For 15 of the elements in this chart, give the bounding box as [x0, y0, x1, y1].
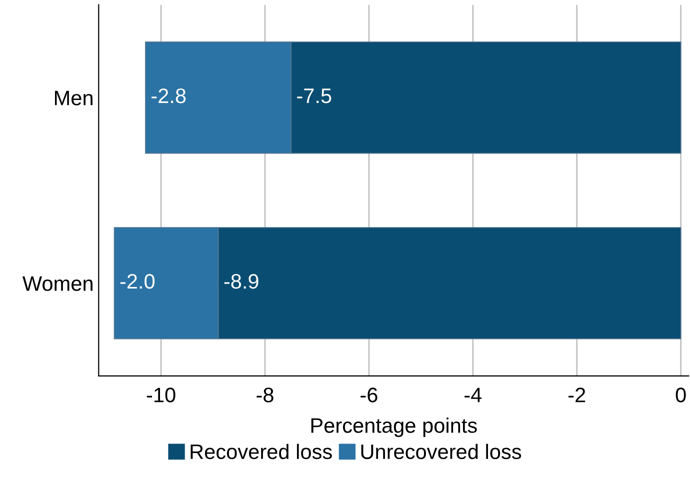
x-tick-label: 0 [676, 388, 686, 402]
x-tick-label: -10 [146, 388, 176, 402]
x-tick-label: -6 [360, 388, 378, 402]
data-label: -7.5 [297, 88, 332, 104]
data-label: -8.9 [224, 274, 258, 289]
y-tick-label: Men [54, 90, 92, 106]
data-label: -2.8 [152, 88, 186, 104]
x-tick-label: -2 [568, 388, 586, 402]
x-tick-label: -8 [256, 388, 274, 402]
y-tick-label: Women [22, 276, 92, 291]
x-axis-title: Percentage points [311, 418, 477, 438]
legend-label: Unrecovered loss [361, 444, 522, 460]
data-label: -2.0 [120, 274, 155, 289]
x-tick-label: -4 [464, 388, 482, 402]
legend-label: Recovered loss [190, 444, 332, 460]
